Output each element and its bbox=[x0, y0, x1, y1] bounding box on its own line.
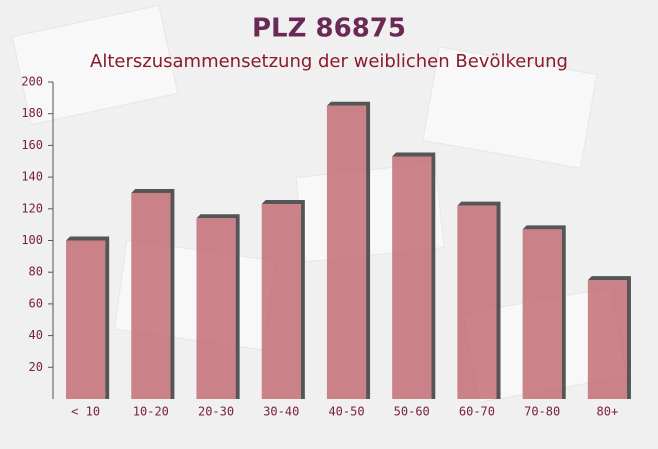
bar bbox=[66, 240, 106, 399]
y-tick-label: 120 bbox=[21, 201, 43, 215]
y-tick-label: 200 bbox=[21, 75, 43, 89]
x-tick-label: < 10 bbox=[71, 405, 100, 419]
x-tick-label: 30-40 bbox=[263, 405, 299, 419]
y-tick-label: 40 bbox=[29, 328, 43, 342]
bar bbox=[522, 229, 562, 399]
bar bbox=[261, 204, 301, 399]
x-tick-label: 50-60 bbox=[394, 405, 430, 419]
y-tick-label: 180 bbox=[21, 106, 43, 120]
y-tick-label: 160 bbox=[21, 138, 43, 152]
chart-subtitle: Alterszusammensetzung der weiblichen Bev… bbox=[90, 51, 568, 72]
chart-title: PLZ 86875 bbox=[252, 14, 406, 44]
bar bbox=[457, 205, 497, 399]
x-tick-label: 80+ bbox=[597, 405, 619, 419]
y-tick-label: 140 bbox=[21, 170, 43, 184]
bar bbox=[196, 218, 236, 399]
y-tick-label: 60 bbox=[29, 296, 43, 310]
x-tick-label: 40-50 bbox=[328, 405, 364, 419]
y-tick-label: 80 bbox=[29, 265, 43, 279]
y-tick-label: 100 bbox=[21, 233, 43, 247]
bar bbox=[131, 192, 171, 399]
x-tick-label: 60-70 bbox=[459, 405, 495, 419]
y-tick-label: 20 bbox=[29, 360, 43, 374]
bar bbox=[326, 105, 367, 400]
bar bbox=[392, 156, 432, 399]
x-tick-label: 20-30 bbox=[198, 405, 234, 419]
bar bbox=[587, 280, 627, 399]
x-tick-label: 70-80 bbox=[524, 405, 560, 419]
x-tick-label: 10-20 bbox=[133, 405, 169, 419]
